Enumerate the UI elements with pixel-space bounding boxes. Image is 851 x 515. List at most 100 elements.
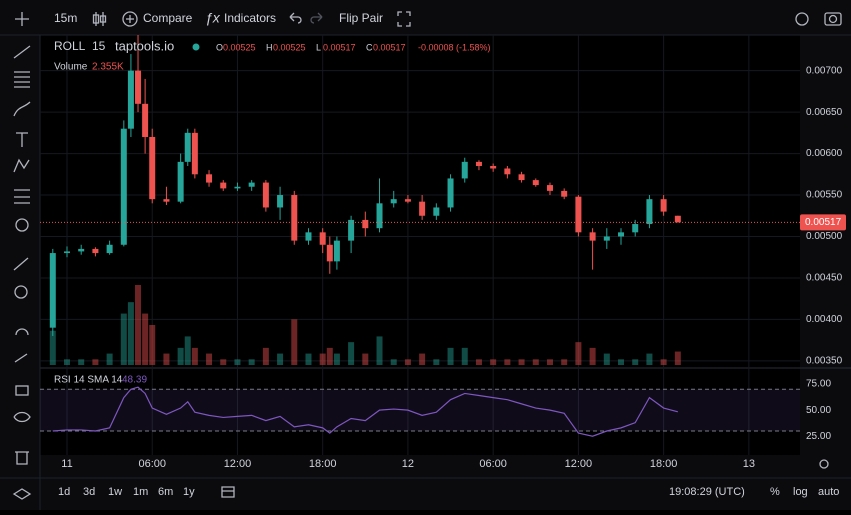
ohlc-value: 0.00525 xyxy=(273,42,306,52)
volume-bar xyxy=(348,342,355,365)
candle-body xyxy=(163,199,170,202)
candle-body xyxy=(333,240,340,262)
market-status xyxy=(192,43,200,51)
range-button[interactable]: 1w xyxy=(108,486,122,498)
chart-layer: 11 06:00 12:00 18:00 12 06:00 12:00 18:00 13 0.00… xyxy=(40,35,846,470)
volume-bar xyxy=(106,353,113,365)
volume-bar xyxy=(78,359,85,365)
sidebar-tools[interactable] xyxy=(12,12,32,500)
volume-bar xyxy=(618,359,625,365)
rsi-line xyxy=(52,386,678,437)
volume-bar xyxy=(546,359,553,365)
y-tick-label: 0.00500 xyxy=(806,231,843,242)
indicators-icon[interactable]: ƒx xyxy=(205,10,221,26)
candle-body xyxy=(419,201,426,216)
ohlc-key: O xyxy=(216,42,223,52)
symbol: ROLL xyxy=(54,39,86,53)
ohlc-key: H xyxy=(266,42,273,52)
compare-icon[interactable] xyxy=(122,11,138,27)
percent-toggle[interactable]: % xyxy=(770,486,780,498)
x-tick-label: 18:00 xyxy=(309,458,337,470)
last-price-tag xyxy=(800,214,846,231)
range-button[interactable]: 1m xyxy=(133,486,148,498)
volume-legend: Volume xyxy=(54,62,88,73)
candle-body xyxy=(206,174,213,183)
volume-bar xyxy=(504,359,511,365)
volume-bar xyxy=(561,359,568,365)
candle-body xyxy=(120,128,127,245)
auto-toggle[interactable]: auto xyxy=(818,486,839,498)
clock: 19:08:29 (UTC) xyxy=(669,486,745,498)
volume-bar xyxy=(163,353,170,365)
y-tick-label: 0.00550 xyxy=(806,190,843,201)
range-button[interactable]: 3d xyxy=(83,486,95,498)
volume-bar xyxy=(376,336,383,365)
volume-bar xyxy=(135,285,142,365)
volume-bar xyxy=(404,359,411,365)
candle-body xyxy=(142,103,149,137)
range-button[interactable]: 6m xyxy=(158,486,173,498)
y-tick-label: 0.00650 xyxy=(806,107,843,118)
candle-body xyxy=(326,244,333,262)
range-button[interactable]: 1y xyxy=(183,486,195,498)
source: taptools.io xyxy=(115,38,174,53)
volume-legend-value: 2.355K xyxy=(92,62,124,73)
ohlc-change: -0.00008 (-1.58%) xyxy=(418,42,491,52)
volume-bar xyxy=(206,353,213,365)
ohlc-key: L xyxy=(316,42,321,52)
legend-interval: 15 xyxy=(92,39,106,53)
volume-bar xyxy=(532,359,539,365)
volume-bar xyxy=(277,353,284,365)
candle-body xyxy=(390,199,397,204)
screenshot-icon[interactable] xyxy=(824,12,842,26)
candle-body xyxy=(660,199,667,212)
log-toggle[interactable]: log xyxy=(793,486,808,498)
axis-settings[interactable] xyxy=(819,459,829,469)
flip-pair-button[interactable]: Flip Pair xyxy=(339,11,383,25)
volume-bar xyxy=(326,347,333,365)
y-tick-label: 0.00700 xyxy=(806,65,843,76)
candle-body xyxy=(305,232,312,241)
ohlc-value: 0.00525 xyxy=(223,42,256,52)
candle-body xyxy=(262,182,269,208)
chart-type-icon[interactable] xyxy=(92,12,107,26)
volume-bar xyxy=(518,359,525,365)
volume-bar xyxy=(589,347,596,365)
indicators-button[interactable]: Indicators xyxy=(224,11,276,25)
volume-bar xyxy=(220,359,227,365)
volume-bar xyxy=(127,302,134,365)
date-range-icon[interactable] xyxy=(221,486,235,498)
volume-bar xyxy=(149,325,156,365)
interval-button[interactable]: 15m xyxy=(54,11,77,25)
candle-body xyxy=(277,195,284,208)
rsi-legend-value: 48.39 xyxy=(122,375,147,386)
undo-icon[interactable] xyxy=(289,12,302,24)
volume-bar xyxy=(234,359,241,365)
candle-body xyxy=(546,185,553,191)
rsi-tick-label: 25.00 xyxy=(806,431,831,442)
candle-body xyxy=(646,199,653,225)
y-tick-label: 0.00450 xyxy=(806,273,843,284)
candle-body xyxy=(404,199,411,202)
candle-body xyxy=(78,248,85,252)
candle-body xyxy=(632,224,639,233)
rsi-tick-label: 50.00 xyxy=(806,405,831,416)
volume-bar xyxy=(660,359,667,365)
candle-body xyxy=(348,219,355,241)
fullscreen-icon[interactable] xyxy=(397,11,411,27)
x-tick-label: 12:00 xyxy=(224,458,252,470)
x-tick-label: 12 xyxy=(402,458,414,470)
candle-body xyxy=(518,174,525,181)
x-tick-label: 06:00 xyxy=(479,458,507,470)
range-button[interactable]: 1d xyxy=(58,486,70,498)
candle-body xyxy=(376,203,383,229)
candle-body xyxy=(291,195,298,241)
volume-bar xyxy=(433,359,440,365)
compare-button[interactable]: Compare xyxy=(143,11,193,25)
candle-body xyxy=(177,161,184,202)
volume-bar xyxy=(333,353,340,365)
volume-bar xyxy=(319,353,326,365)
settings-icon[interactable] xyxy=(795,12,809,26)
candle-body xyxy=(191,132,198,175)
volume-bar xyxy=(305,353,312,365)
